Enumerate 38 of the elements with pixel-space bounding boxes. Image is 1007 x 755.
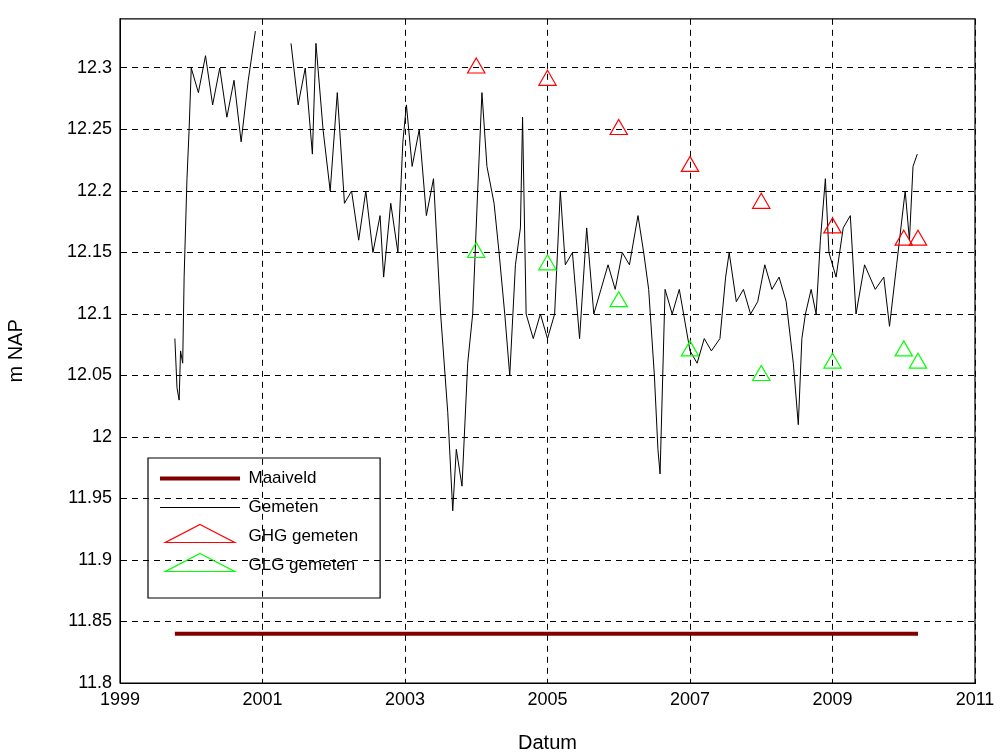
point bbox=[908, 229, 928, 246]
y-tick-label: 12.2 bbox=[76, 179, 112, 200]
x-tick-label: 2001 bbox=[242, 688, 283, 709]
y-tick-label: 11.9 bbox=[78, 548, 112, 569]
point bbox=[894, 340, 914, 357]
x-axis-title: Datum bbox=[518, 730, 577, 753]
point bbox=[466, 57, 486, 74]
point bbox=[609, 291, 629, 308]
legend-label: Maaiveld bbox=[248, 468, 317, 488]
y-axis-title: m NAP bbox=[3, 319, 26, 383]
y-tick-label: 11.95 bbox=[68, 487, 112, 508]
y-tick-label: 11.85 bbox=[68, 610, 112, 631]
point bbox=[466, 241, 486, 259]
point bbox=[538, 254, 557, 271]
y-tick-label: 12.05 bbox=[66, 364, 112, 385]
x-tick-label: 2005 bbox=[527, 688, 568, 709]
y-tick-label: 12.1 bbox=[76, 302, 112, 323]
point bbox=[823, 352, 842, 369]
legend-label: GHG gemeten bbox=[248, 526, 359, 546]
point bbox=[680, 155, 700, 172]
point bbox=[823, 217, 842, 234]
x-tick-label: 2011 bbox=[955, 688, 995, 709]
x-tick-label: 2007 bbox=[669, 688, 711, 709]
x-tick-label: 2003 bbox=[384, 688, 426, 709]
legend-label: Gemeten bbox=[248, 497, 319, 517]
point bbox=[680, 340, 700, 357]
point bbox=[751, 192, 771, 209]
point bbox=[609, 118, 629, 136]
y-tick-label: 12.15 bbox=[66, 241, 112, 262]
point bbox=[751, 364, 771, 382]
x-tick-label: 2009 bbox=[812, 688, 853, 709]
legend-label: GLG gemeten bbox=[248, 555, 356, 575]
point bbox=[538, 69, 557, 86]
y-tick-label: 12.25 bbox=[66, 118, 112, 139]
y-tick-label: 12 bbox=[91, 425, 112, 446]
point bbox=[908, 352, 928, 369]
point bbox=[894, 229, 914, 246]
y-tick-label: 12.3 bbox=[76, 56, 112, 77]
